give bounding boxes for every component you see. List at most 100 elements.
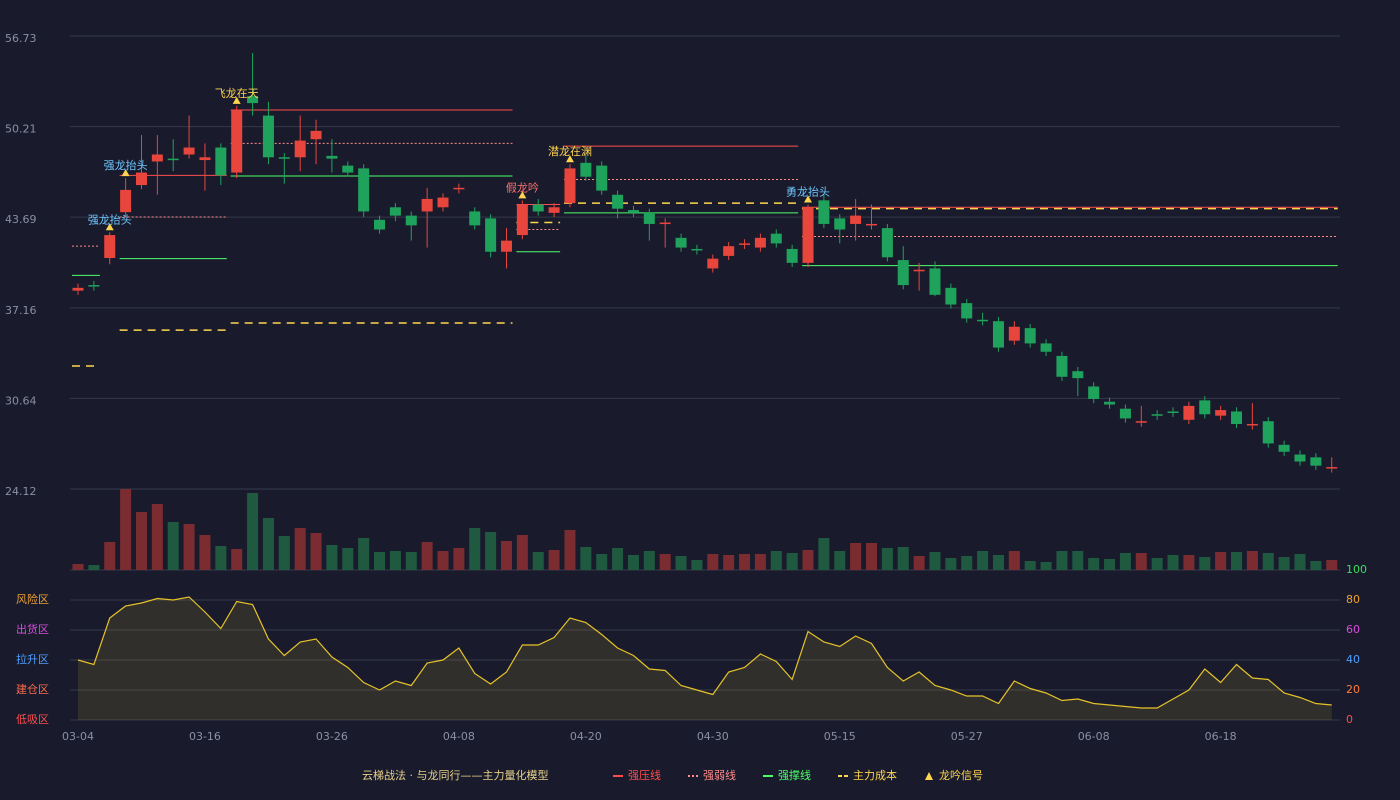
volume-bar [961, 556, 973, 570]
candle-body [310, 130, 322, 140]
candle-body [1183, 405, 1195, 420]
candle-body [437, 197, 449, 208]
volume-bar [231, 549, 243, 570]
candle-body [469, 211, 481, 226]
y-tick-label: 50.21 [5, 123, 37, 136]
signal-label: 飞龙在天 [215, 87, 259, 100]
volume-bar [913, 556, 925, 570]
candle-body [897, 260, 909, 286]
volume-bar [564, 530, 576, 570]
volume-bar [945, 558, 957, 570]
candle-body [167, 158, 179, 161]
volume-bar [1246, 551, 1258, 570]
volume-bar [1167, 555, 1179, 570]
volume-bar [215, 546, 227, 570]
candle-body [913, 269, 925, 272]
volume-bar [120, 489, 132, 570]
candle-body [1326, 467, 1338, 469]
volume-bar [1183, 555, 1195, 570]
x-tick-label: 03-16 [189, 730, 221, 743]
y-tick-label: 56.73 [5, 32, 37, 45]
candle-body [1119, 408, 1131, 419]
candle-body [342, 165, 354, 173]
volume-bar [1326, 560, 1338, 570]
volume-bar [516, 535, 528, 570]
volume-bar [1262, 553, 1274, 570]
candle-body [1199, 400, 1211, 415]
candle-body [1024, 328, 1036, 344]
signal-marker [121, 169, 130, 177]
signal-marker [232, 96, 241, 104]
zone-label: 建仓区 [16, 682, 49, 696]
volume-bar [691, 560, 703, 570]
zone-label: 低吸区 [16, 713, 49, 726]
volume-bar [818, 538, 830, 570]
candle-body [374, 219, 386, 230]
x-tick-label: 04-20 [570, 730, 602, 743]
candle-body [88, 285, 100, 287]
x-tick-label: 03-26 [316, 730, 348, 743]
candle-body [723, 246, 735, 256]
x-tick-label: 05-27 [951, 730, 983, 743]
volume-bar [1040, 562, 1052, 570]
candle-body [612, 194, 624, 209]
volume-bar [596, 554, 608, 570]
x-tick-label: 04-30 [697, 730, 729, 743]
volume-bar [1008, 551, 1020, 570]
volume-bar [977, 551, 989, 570]
candle-body [1167, 411, 1179, 413]
volume-bar [104, 542, 116, 570]
candle-body [247, 96, 259, 104]
volume-bar [786, 553, 798, 570]
volume-bar [881, 548, 893, 570]
volume-bar [707, 554, 719, 570]
candle-body [405, 215, 417, 226]
candle-body [659, 222, 671, 225]
candle-body [120, 189, 132, 213]
candle-body [802, 207, 814, 263]
candle-body [786, 248, 798, 263]
volume-bar [754, 554, 766, 570]
candle-body [532, 204, 544, 212]
volume-bar [834, 551, 846, 570]
signal-label: 强龙抬头 [104, 158, 148, 172]
candle-body [183, 147, 195, 155]
volume-bar [850, 543, 862, 570]
volume-bar [929, 552, 941, 570]
volume-bar [88, 565, 100, 570]
y-tick-label: 24.12 [5, 485, 37, 498]
candle-body [485, 218, 497, 252]
volume-bar [675, 556, 687, 570]
y-tick-label: 43.69 [5, 213, 37, 226]
candle-body [231, 110, 243, 173]
candle-body [866, 223, 877, 226]
candle-body [104, 235, 116, 258]
candle-body [1072, 371, 1084, 379]
candle-body [1278, 444, 1290, 452]
candle-body [199, 157, 211, 161]
volume-bar [1088, 558, 1100, 570]
volume-bar [1310, 561, 1322, 570]
candle-body [739, 243, 751, 245]
volume-bar [500, 541, 512, 570]
candle-body [977, 319, 989, 322]
volume-bar [247, 493, 259, 570]
volume-bar [405, 552, 417, 570]
legend-symbol [925, 772, 933, 780]
signal-label: 强龙抬头 [88, 212, 132, 226]
volume-bar [1151, 558, 1163, 570]
candle-body [1215, 410, 1227, 416]
volume-bar [485, 532, 497, 570]
candle-body [358, 168, 370, 212]
signal-label: 潜龙在渊 [548, 144, 592, 158]
candle-body [548, 207, 560, 213]
volume-bar [389, 551, 401, 570]
volume-bar [342, 548, 354, 570]
candle-body [961, 303, 973, 319]
y2-tick-label: 60 [1346, 623, 1360, 636]
candle-body [675, 237, 687, 248]
candle-body [643, 212, 655, 224]
candle-body [929, 268, 941, 295]
candle-body [262, 115, 274, 158]
